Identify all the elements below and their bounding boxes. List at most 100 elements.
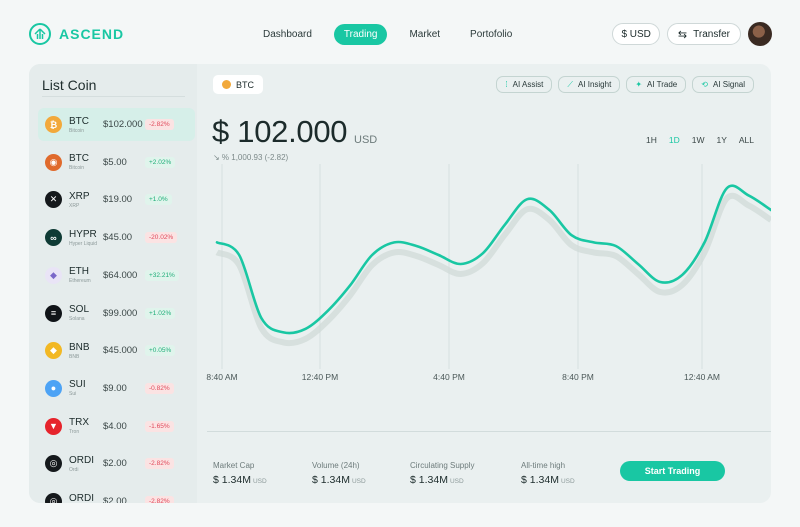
price-delta: ↘ % 1,000.93 (-2.82) xyxy=(213,153,289,162)
coin-symbol-block: BTC Bitcoin xyxy=(69,153,103,171)
stat-all-time-high: All-time high $ 1.34M USD xyxy=(521,461,575,486)
range-1h[interactable]: 1H xyxy=(645,135,657,145)
ai-assist-icon: ⁞ xyxy=(505,80,508,89)
price-chart[interactable]: 8:40 AM 12:40 PM 4:40 PM 8:40 PM 12:40 AM xyxy=(197,164,771,434)
stat-value-row: $ 1.34M USD xyxy=(410,474,474,486)
stat-value-row: $ 1.34M USD xyxy=(521,474,575,486)
coin-symbol-block: BTC Bitcoin xyxy=(69,116,103,134)
x-tick-label: 12:40 PM xyxy=(302,372,338,382)
coin-symbol: BTC xyxy=(69,153,89,165)
selected-coin-tag[interactable]: BTC xyxy=(213,75,263,94)
nav-trading[interactable]: Trading xyxy=(333,24,388,45)
avatar[interactable] xyxy=(748,22,772,46)
coin-symbol-block: SOL Solana xyxy=(69,304,103,322)
coin-change-badge: -1.65% xyxy=(145,420,174,432)
ai-signal-button[interactable]: ⟲ AI Signal xyxy=(692,76,754,93)
main-nav: Dashboard Trading Market Portofolio xyxy=(255,24,520,45)
stat-value: $ 1.34M xyxy=(410,474,448,486)
transfer-label: Transfer xyxy=(693,28,730,40)
eth-icon: ◆ xyxy=(45,266,62,284)
coin-name: Hyper Liquid xyxy=(69,240,98,247)
coin-symbol-block: XRP XRP xyxy=(69,191,103,209)
brand-name: ASCEND xyxy=(59,26,125,42)
coin-price: $64.000 xyxy=(103,269,138,281)
range-all[interactable]: ALL xyxy=(738,135,754,145)
coin-change-badge: +1.02% xyxy=(145,307,176,319)
coin-symbol: TRX xyxy=(69,417,89,429)
nav-dashboard[interactable]: Dashboard xyxy=(263,29,312,40)
coin-symbol: HYPR xyxy=(69,228,97,240)
coin-name: Ordi xyxy=(69,466,79,473)
ai-trade-icon: ✦ xyxy=(635,80,643,89)
trading-panel: List Coin ₿ BTC Bitcoin $102.000 -2.82% ◉ BTC B… xyxy=(29,64,771,503)
coin-price: $45.00 xyxy=(103,232,133,244)
stat-circulating-supply: Circulating Supply $ 1.34M USD xyxy=(410,461,474,486)
coin-change-badge: -20.02% xyxy=(145,232,178,244)
stat-value: $ 1.34M xyxy=(213,474,251,486)
stat-value: $ 1.34M xyxy=(312,474,350,486)
transfer-icon: ⇆ xyxy=(677,28,688,41)
coin-row-eth[interactable]: ◆ ETH Ethereum $64.000 +32.21% xyxy=(38,259,195,292)
coin-row-btc[interactable]: ₿ BTC Bitcoin $102.000 -2.82% xyxy=(38,108,195,141)
coin-symbol-block: BNB BNB xyxy=(69,342,103,360)
coin-row-trx[interactable]: ▼ TRX Tron $4.00 -1.65% xyxy=(38,410,195,443)
coin-change-badge: +32.21% xyxy=(145,269,179,281)
hypr-icon: ∞ xyxy=(45,229,62,247)
coin-name: Tron xyxy=(69,429,80,436)
range-1w[interactable]: 1W xyxy=(691,135,705,145)
stat-label: Circulating Supply xyxy=(410,461,475,470)
coin-symbol: XRP xyxy=(69,190,90,202)
transfer-button[interactable]: ⇆ Transfer xyxy=(666,23,741,45)
stats-divider xyxy=(207,431,771,432)
coin-symbol-block: HYPR Hyper Liquid xyxy=(69,229,103,247)
range-1d[interactable]: 1D xyxy=(668,135,680,145)
price-currency: USD xyxy=(354,134,378,146)
stat-market-cap: Market Cap $ 1.34M USD xyxy=(213,461,267,486)
range-1y[interactable]: 1Y xyxy=(716,135,727,145)
ai-assist-button[interactable]: ⁞ AI Assist xyxy=(496,76,553,93)
current-price: $ 102.000 xyxy=(212,114,348,149)
price-line-shadow xyxy=(215,192,771,347)
currency-button[interactable]: $ USD xyxy=(612,23,660,45)
start-trading-button[interactable]: Start Trading xyxy=(620,461,725,481)
coin-name: XRP xyxy=(69,202,80,209)
coin-row-btc[interactable]: ◉ BTC Bitcoin $5.00 +2.02% xyxy=(38,146,195,179)
list-divider xyxy=(42,96,185,97)
nav-market[interactable]: Market xyxy=(409,29,441,40)
coin-row-xrp[interactable]: ✕ XRP XRP $19.00 +1.0% xyxy=(38,183,195,216)
ascend-logo-icon xyxy=(29,23,51,45)
x-tick-label: 8:40 AM xyxy=(206,372,237,382)
coin-row-sol[interactable]: ≡ SOL Solana $99.000 +1.02% xyxy=(38,297,195,330)
coin-price: $102.000 xyxy=(103,119,143,130)
coin-price: $45.000 xyxy=(103,345,138,357)
sol-icon: ≡ xyxy=(45,304,62,322)
coin-name: Bitcoin xyxy=(69,127,85,134)
x-tick-label: 4:40 PM xyxy=(433,372,465,382)
coin-symbol: ORDI xyxy=(69,454,94,466)
stat-unit: USD xyxy=(560,478,575,485)
coin-price: $99.000 xyxy=(103,307,138,319)
ai-insight-button[interactable]: ⟋ AI Insight xyxy=(558,76,621,93)
price-panel: BTC ⁞ AI Assist ⟋ AI Insight ✦ AI Trade ⟲ AI… xyxy=(197,64,771,503)
coin-change-badge: -2.82% xyxy=(145,458,174,470)
header-actions: $ USD ⇆ Transfer xyxy=(612,22,772,46)
coin-symbol: ORDI xyxy=(69,492,94,504)
ai-trade-button[interactable]: ✦ AI Trade xyxy=(626,76,687,93)
coin-name: Sui xyxy=(69,391,77,398)
brand-logo[interactable]: ASCEND xyxy=(29,23,124,45)
coin-symbol: ETH xyxy=(69,266,89,278)
btc-icon: ◉ xyxy=(45,153,62,171)
coin-symbol-block: ETH Ethereum xyxy=(69,266,103,284)
coin-row-hypr[interactable]: ∞ HYPR Hyper Liquid $45.00 -20.02% xyxy=(38,221,195,254)
coin-row-bnb[interactable]: ◆ BNB BNB $45.000 +0.05% xyxy=(38,334,195,367)
trx-icon: ▼ xyxy=(45,417,62,435)
coin-change-badge: -2.82% xyxy=(145,119,174,130)
stat-value: $ 1.34M xyxy=(521,474,559,486)
coin-price: $19.00 xyxy=(103,194,133,206)
nav-portofolio[interactable]: Portofolio xyxy=(470,29,513,40)
ordi-icon: ◎ xyxy=(45,493,62,503)
coin-row-sui[interactable]: ● SUI Sui $9.00 -0.82% xyxy=(38,372,195,405)
